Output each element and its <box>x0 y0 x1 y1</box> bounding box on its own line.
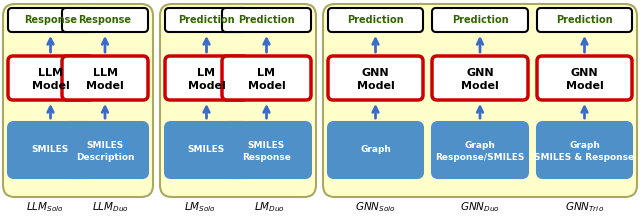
FancyBboxPatch shape <box>328 56 423 100</box>
FancyBboxPatch shape <box>537 8 632 32</box>
Text: SMILES: SMILES <box>248 141 285 149</box>
FancyBboxPatch shape <box>328 122 423 178</box>
Text: Prediction: Prediction <box>556 15 613 25</box>
Text: LM: LM <box>198 68 216 78</box>
Text: Response: Response <box>79 15 131 25</box>
FancyBboxPatch shape <box>432 56 528 100</box>
Text: Graph: Graph <box>465 141 495 149</box>
FancyBboxPatch shape <box>537 56 632 100</box>
Text: $LM_{Solo}$: $LM_{Solo}$ <box>184 200 216 214</box>
Text: Response: Response <box>242 154 291 162</box>
FancyBboxPatch shape <box>62 122 148 178</box>
FancyBboxPatch shape <box>537 122 632 178</box>
FancyBboxPatch shape <box>222 122 311 178</box>
Text: Model: Model <box>356 81 394 91</box>
Text: Model: Model <box>461 81 499 91</box>
Text: Prediction: Prediction <box>452 15 508 25</box>
Text: Graph: Graph <box>569 141 600 149</box>
Text: $GNN_{Solo}$: $GNN_{Solo}$ <box>355 200 396 214</box>
FancyBboxPatch shape <box>165 56 248 100</box>
Text: Prediction: Prediction <box>178 15 235 25</box>
Text: LLM: LLM <box>38 68 63 78</box>
Text: Response: Response <box>24 15 77 25</box>
FancyBboxPatch shape <box>8 8 93 32</box>
FancyBboxPatch shape <box>432 122 528 178</box>
Text: SMILES: SMILES <box>32 145 69 154</box>
Text: Graph: Graph <box>360 145 391 154</box>
Text: GNN: GNN <box>571 68 598 78</box>
FancyBboxPatch shape <box>222 8 311 32</box>
Text: Prediction: Prediction <box>347 15 404 25</box>
FancyBboxPatch shape <box>160 4 316 197</box>
FancyBboxPatch shape <box>165 122 248 178</box>
Text: $LLM_{Solo}$: $LLM_{Solo}$ <box>26 200 64 214</box>
Text: Model: Model <box>31 81 69 91</box>
Text: Response/SMILES: Response/SMILES <box>435 154 525 162</box>
Text: $GNN_{Duo}$: $GNN_{Duo}$ <box>460 200 500 214</box>
Text: $GNN_{Trio}$: $GNN_{Trio}$ <box>566 200 605 214</box>
Text: LLM: LLM <box>93 68 118 78</box>
Text: Model: Model <box>566 81 604 91</box>
Text: SMILES & Response: SMILES & Response <box>534 154 635 162</box>
FancyBboxPatch shape <box>8 56 93 100</box>
Text: $LLM_{Duo}$: $LLM_{Duo}$ <box>92 200 129 214</box>
FancyBboxPatch shape <box>222 56 311 100</box>
Text: GNN: GNN <box>362 68 389 78</box>
Text: Model: Model <box>86 81 124 91</box>
Text: LM: LM <box>257 68 275 78</box>
FancyBboxPatch shape <box>328 8 423 32</box>
Text: Model: Model <box>188 81 225 91</box>
FancyBboxPatch shape <box>62 8 148 32</box>
Text: $LM_{Duo}$: $LM_{Duo}$ <box>255 200 285 214</box>
FancyBboxPatch shape <box>432 8 528 32</box>
FancyBboxPatch shape <box>62 56 148 100</box>
Text: Model: Model <box>248 81 285 91</box>
FancyBboxPatch shape <box>165 8 248 32</box>
Text: Description: Description <box>76 154 134 162</box>
Text: Prediction: Prediction <box>238 15 295 25</box>
FancyBboxPatch shape <box>323 4 637 197</box>
Text: SMILES: SMILES <box>188 145 225 154</box>
FancyBboxPatch shape <box>8 122 93 178</box>
Text: SMILES: SMILES <box>86 141 124 149</box>
Text: GNN: GNN <box>466 68 494 78</box>
FancyBboxPatch shape <box>3 4 153 197</box>
